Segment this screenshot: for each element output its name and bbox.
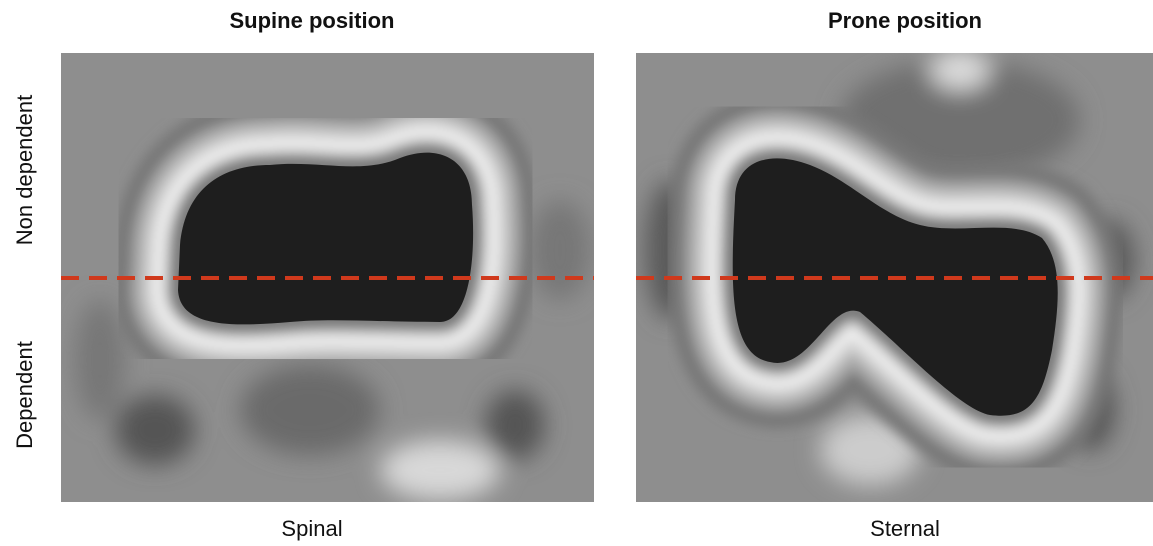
panel-title: Supine position [230,8,395,33]
y-label: Non dependent [12,95,37,245]
bottom-label: Spinal [281,516,342,541]
y-label: Dependent [12,341,37,449]
panel-title: Prone position [828,8,982,33]
page: Supine position Prone position Spinal St… [0,0,1153,546]
figure: Supine position Prone position Spinal St… [0,0,1153,546]
bottom-label: Sternal [870,516,940,541]
